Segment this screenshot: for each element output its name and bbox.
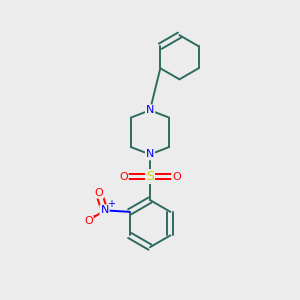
Text: N: N [146, 149, 154, 159]
Text: -: - [93, 209, 97, 222]
Text: N: N [100, 206, 109, 215]
Text: O: O [172, 172, 181, 182]
Text: S: S [146, 170, 154, 183]
Text: O: O [84, 216, 93, 226]
Text: O: O [119, 172, 128, 182]
Text: N: N [146, 105, 154, 115]
Text: +: + [107, 199, 115, 209]
Text: O: O [94, 188, 103, 198]
